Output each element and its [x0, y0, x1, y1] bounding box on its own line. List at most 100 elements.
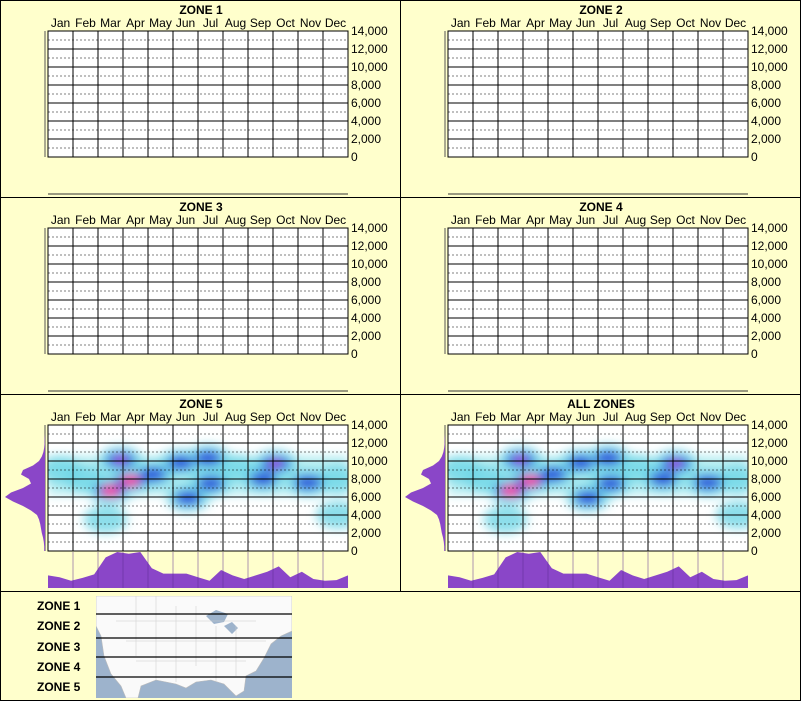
chart-title: ZONE 3: [179, 200, 223, 214]
month-tick-label: Jul: [603, 410, 618, 424]
month-tick-label: Apr: [126, 16, 145, 30]
heatmap-chart: Jan Feb Mar Apr May Jun Jul Aug Sep Oct Nov Dec 0 2,0…: [405, 410, 788, 588]
chart-title: ZONE 4: [579, 200, 623, 214]
plot-border: [447, 424, 749, 552]
month-tick-label: Jan: [451, 16, 470, 30]
month-tick-label: Mar: [100, 213, 121, 227]
month-tick-label: Nov: [700, 410, 721, 424]
y-tick-label: 10,000: [751, 257, 788, 271]
month-tick-label: Aug: [625, 16, 646, 30]
month-tick-label: May: [149, 410, 172, 424]
y-tick-label: 12,000: [351, 239, 388, 253]
y-tick-label: 4,000: [351, 311, 381, 325]
plot-border: [47, 227, 349, 355]
month-tick-label: Aug: [625, 410, 646, 424]
plot-border: [47, 424, 349, 552]
month-tick-label: Apr: [526, 16, 545, 30]
month-tick-label: Sep: [650, 213, 672, 227]
heat-spot-peak: [521, 474, 540, 487]
month-tick-label: Jan: [51, 410, 70, 424]
month-tick-label: May: [549, 213, 572, 227]
y-tick-label: 0: [751, 347, 758, 361]
month-tick-label: Jan: [451, 213, 470, 227]
month-tick-label: Feb: [75, 213, 96, 227]
month-tick-label: Oct: [276, 410, 295, 424]
y-tick-label: 8,000: [351, 275, 381, 289]
zone-map: [96, 596, 292, 698]
month-tick-label: Nov: [300, 16, 321, 30]
y-tick-label: 6,000: [351, 293, 381, 307]
y-tick-label: 10,000: [351, 454, 388, 468]
month-tick-label: Apr: [126, 213, 145, 227]
heat-spot-core: [597, 476, 624, 491]
y-tick-label: 6,000: [751, 293, 781, 307]
heat-spot-peak: [115, 456, 126, 465]
month-tick-label: Apr: [526, 213, 545, 227]
y-tick-label: 10,000: [351, 257, 388, 271]
y-tick-label: 8,000: [751, 472, 781, 486]
y-tick-label: 14,000: [751, 418, 788, 432]
heatmap-chart: Jan Feb Mar Apr May Jun Jul Aug Sep Oct Nov Dec 0 2,0…: [444, 213, 788, 392]
heat-spot: [83, 505, 128, 534]
month-tick-label: Jun: [576, 16, 595, 30]
zone-label: ZONE 1: [37, 599, 81, 613]
month-tick-label: May: [549, 410, 572, 424]
zone-label: ZONE 4: [37, 660, 81, 674]
y-tick-label: 14,000: [351, 24, 388, 38]
heat-spot-core: [594, 451, 622, 466]
month-tick-label: Mar: [500, 410, 521, 424]
y-tick-label: 0: [351, 544, 358, 558]
left-marginal-profile: [5, 425, 45, 551]
chart-title: ZONE 1: [179, 3, 223, 17]
y-tick-label: 12,000: [351, 436, 388, 450]
month-tick-label: Apr: [526, 410, 545, 424]
month-tick-label: Mar: [100, 410, 121, 424]
plot-border: [47, 30, 349, 158]
y-tick-label: 14,000: [351, 418, 388, 432]
chart-title: ZONE 5: [179, 397, 223, 411]
month-tick-label: Jun: [576, 410, 595, 424]
zone-legend: ZONE 1 ZONE 2 ZONE 3 ZONE 4 ZONE 5: [0, 591, 801, 701]
chart-panel: ALL ZONES Jan Feb Mar Apr May Jun Jul Aug Sep Oct N…: [400, 394, 801, 592]
month-tick-label: Jun: [176, 410, 195, 424]
heat-spot-core: [574, 490, 602, 505]
month-tick-label: Oct: [676, 410, 695, 424]
chart-title: ALL ZONES: [567, 397, 635, 411]
heat-spot-peak: [515, 456, 526, 465]
heat-spot-peak: [101, 484, 120, 497]
chart-panel: ZONE 5 Jan Feb Mar Apr May Jun Jul Aug Sep Oct Nov D…: [0, 394, 401, 592]
heatmap-chart: Jan Feb Mar Apr May Jun Jul Aug Sep Oct Nov Dec 0 2,0…: [44, 16, 388, 195]
y-tick-label: 12,000: [751, 239, 788, 253]
heat-spot-core: [174, 490, 202, 505]
heat-spot-peak: [121, 474, 140, 487]
month-tick-label: Jan: [451, 410, 470, 424]
month-tick-label: Aug: [225, 410, 246, 424]
y-tick-label: 14,000: [751, 24, 788, 38]
y-tick-label: 10,000: [751, 454, 788, 468]
month-tick-label: Apr: [126, 410, 145, 424]
y-tick-label: 12,000: [751, 42, 788, 56]
y-tick-label: 8,000: [351, 78, 381, 92]
month-tick-label: Aug: [225, 16, 246, 30]
y-tick-label: 10,000: [751, 60, 788, 74]
month-tick-label: Jun: [176, 16, 195, 30]
month-tick-label: Oct: [276, 213, 295, 227]
y-tick-label: 2,000: [751, 329, 781, 343]
month-tick-label: May: [149, 213, 172, 227]
month-tick-label: Jul: [603, 16, 618, 30]
y-tick-label: 4,000: [751, 508, 781, 522]
month-tick-label: Feb: [75, 410, 96, 424]
month-tick-label: Jun: [176, 213, 195, 227]
month-tick-label: May: [149, 16, 172, 30]
month-tick-label: Sep: [250, 410, 272, 424]
heat-spot-core: [194, 451, 222, 466]
plot-border: [447, 227, 749, 355]
month-tick-label: Dec: [325, 213, 346, 227]
chart-panel: ZONE 2 Jan Feb Mar Apr May Jun Jul Aug Sep Oct Nov D…: [400, 0, 801, 198]
heat-spot-peak: [501, 484, 520, 497]
y-tick-label: 4,000: [351, 508, 381, 522]
month-tick-label: Oct: [676, 16, 695, 30]
month-tick-label: May: [549, 16, 572, 30]
y-tick-label: 14,000: [751, 221, 788, 235]
us-map-image: [96, 596, 292, 698]
